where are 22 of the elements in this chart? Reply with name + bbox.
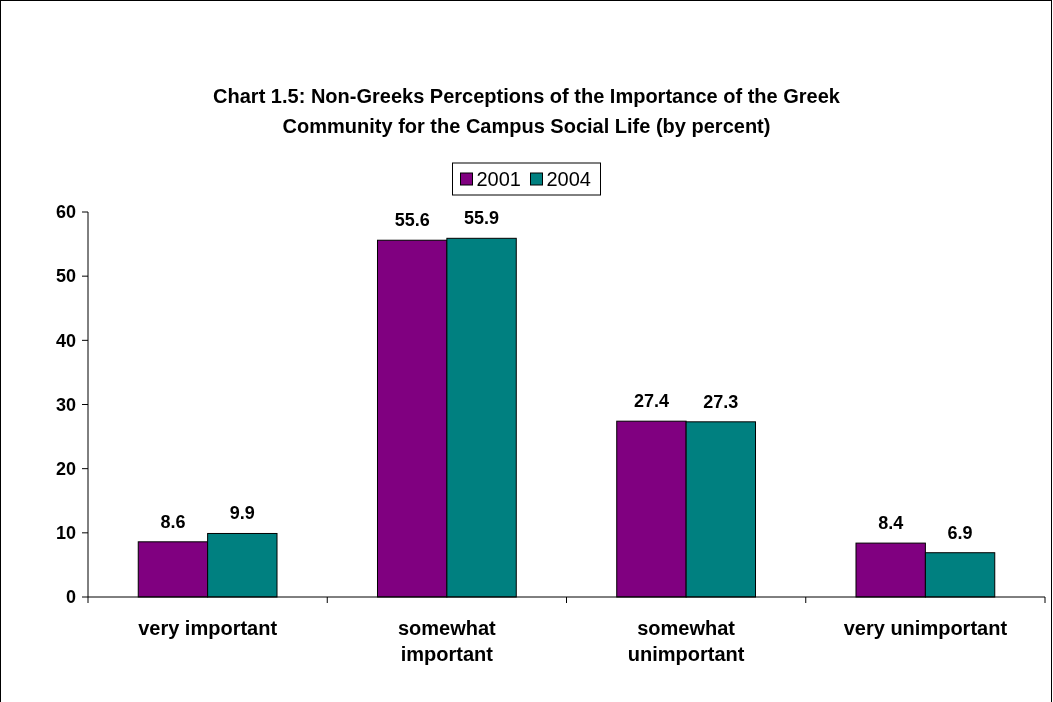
y-tick-label: 50	[55, 266, 76, 287]
y-tick-label: 0	[65, 587, 76, 608]
data-label: 9.9	[229, 503, 255, 524]
chart-title: Chart 1.5: Non-Greeks Perceptions of the Importance of the Greek Community for the Campus Social Life (by percent)	[213, 85, 841, 137]
legend-label: 2004	[546, 168, 591, 190]
data-label: 55.9	[464, 208, 500, 229]
y-tick-label: 40	[55, 330, 76, 351]
x-tick-label: somewhat unimportant	[627, 617, 745, 665]
data-label: 8.4	[878, 513, 904, 534]
data-label: 6.9	[947, 522, 973, 543]
y-tick-label: 60	[55, 202, 76, 223]
data-label: 27.3	[703, 391, 739, 412]
x-tick-label: somewhat important	[397, 617, 497, 665]
legend-label: 2001	[476, 168, 521, 190]
data-label: 55.6	[394, 210, 430, 231]
x-tick-label: very important	[138, 617, 278, 639]
y-tick-label: 10	[55, 523, 76, 544]
y-tick-label: 30	[55, 394, 76, 415]
data-label: 27.4	[633, 391, 669, 412]
x-tick-label: very unimportant	[843, 617, 1008, 639]
data-label: 8.6	[160, 511, 186, 532]
y-tick-label: 20	[55, 458, 76, 479]
